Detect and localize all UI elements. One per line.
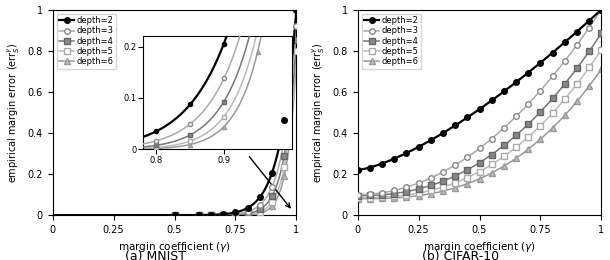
- Text: (a) MNIST: (a) MNIST: [125, 250, 186, 260]
- X-axis label: margin coefficient ($\gamma$): margin coefficient ($\gamma$): [423, 240, 536, 255]
- Y-axis label: empirical margin error ($\mathrm{err}_S^\gamma$): empirical margin error ($\mathrm{err}_S^…: [5, 42, 22, 183]
- Legend: depth=2, depth=3, depth=4, depth=5, depth=6: depth=2, depth=3, depth=4, depth=5, dept…: [362, 14, 422, 69]
- Y-axis label: empirical margin error ($\mathrm{err}_S^\gamma$): empirical margin error ($\mathrm{err}_S^…: [310, 42, 327, 183]
- Text: (b) CIFAR-10: (b) CIFAR-10: [422, 250, 499, 260]
- Legend: depth=2, depth=3, depth=4, depth=5, depth=6: depth=2, depth=3, depth=4, depth=5, dept…: [57, 14, 117, 69]
- X-axis label: margin coefficient ($\gamma$): margin coefficient ($\gamma$): [118, 240, 231, 255]
